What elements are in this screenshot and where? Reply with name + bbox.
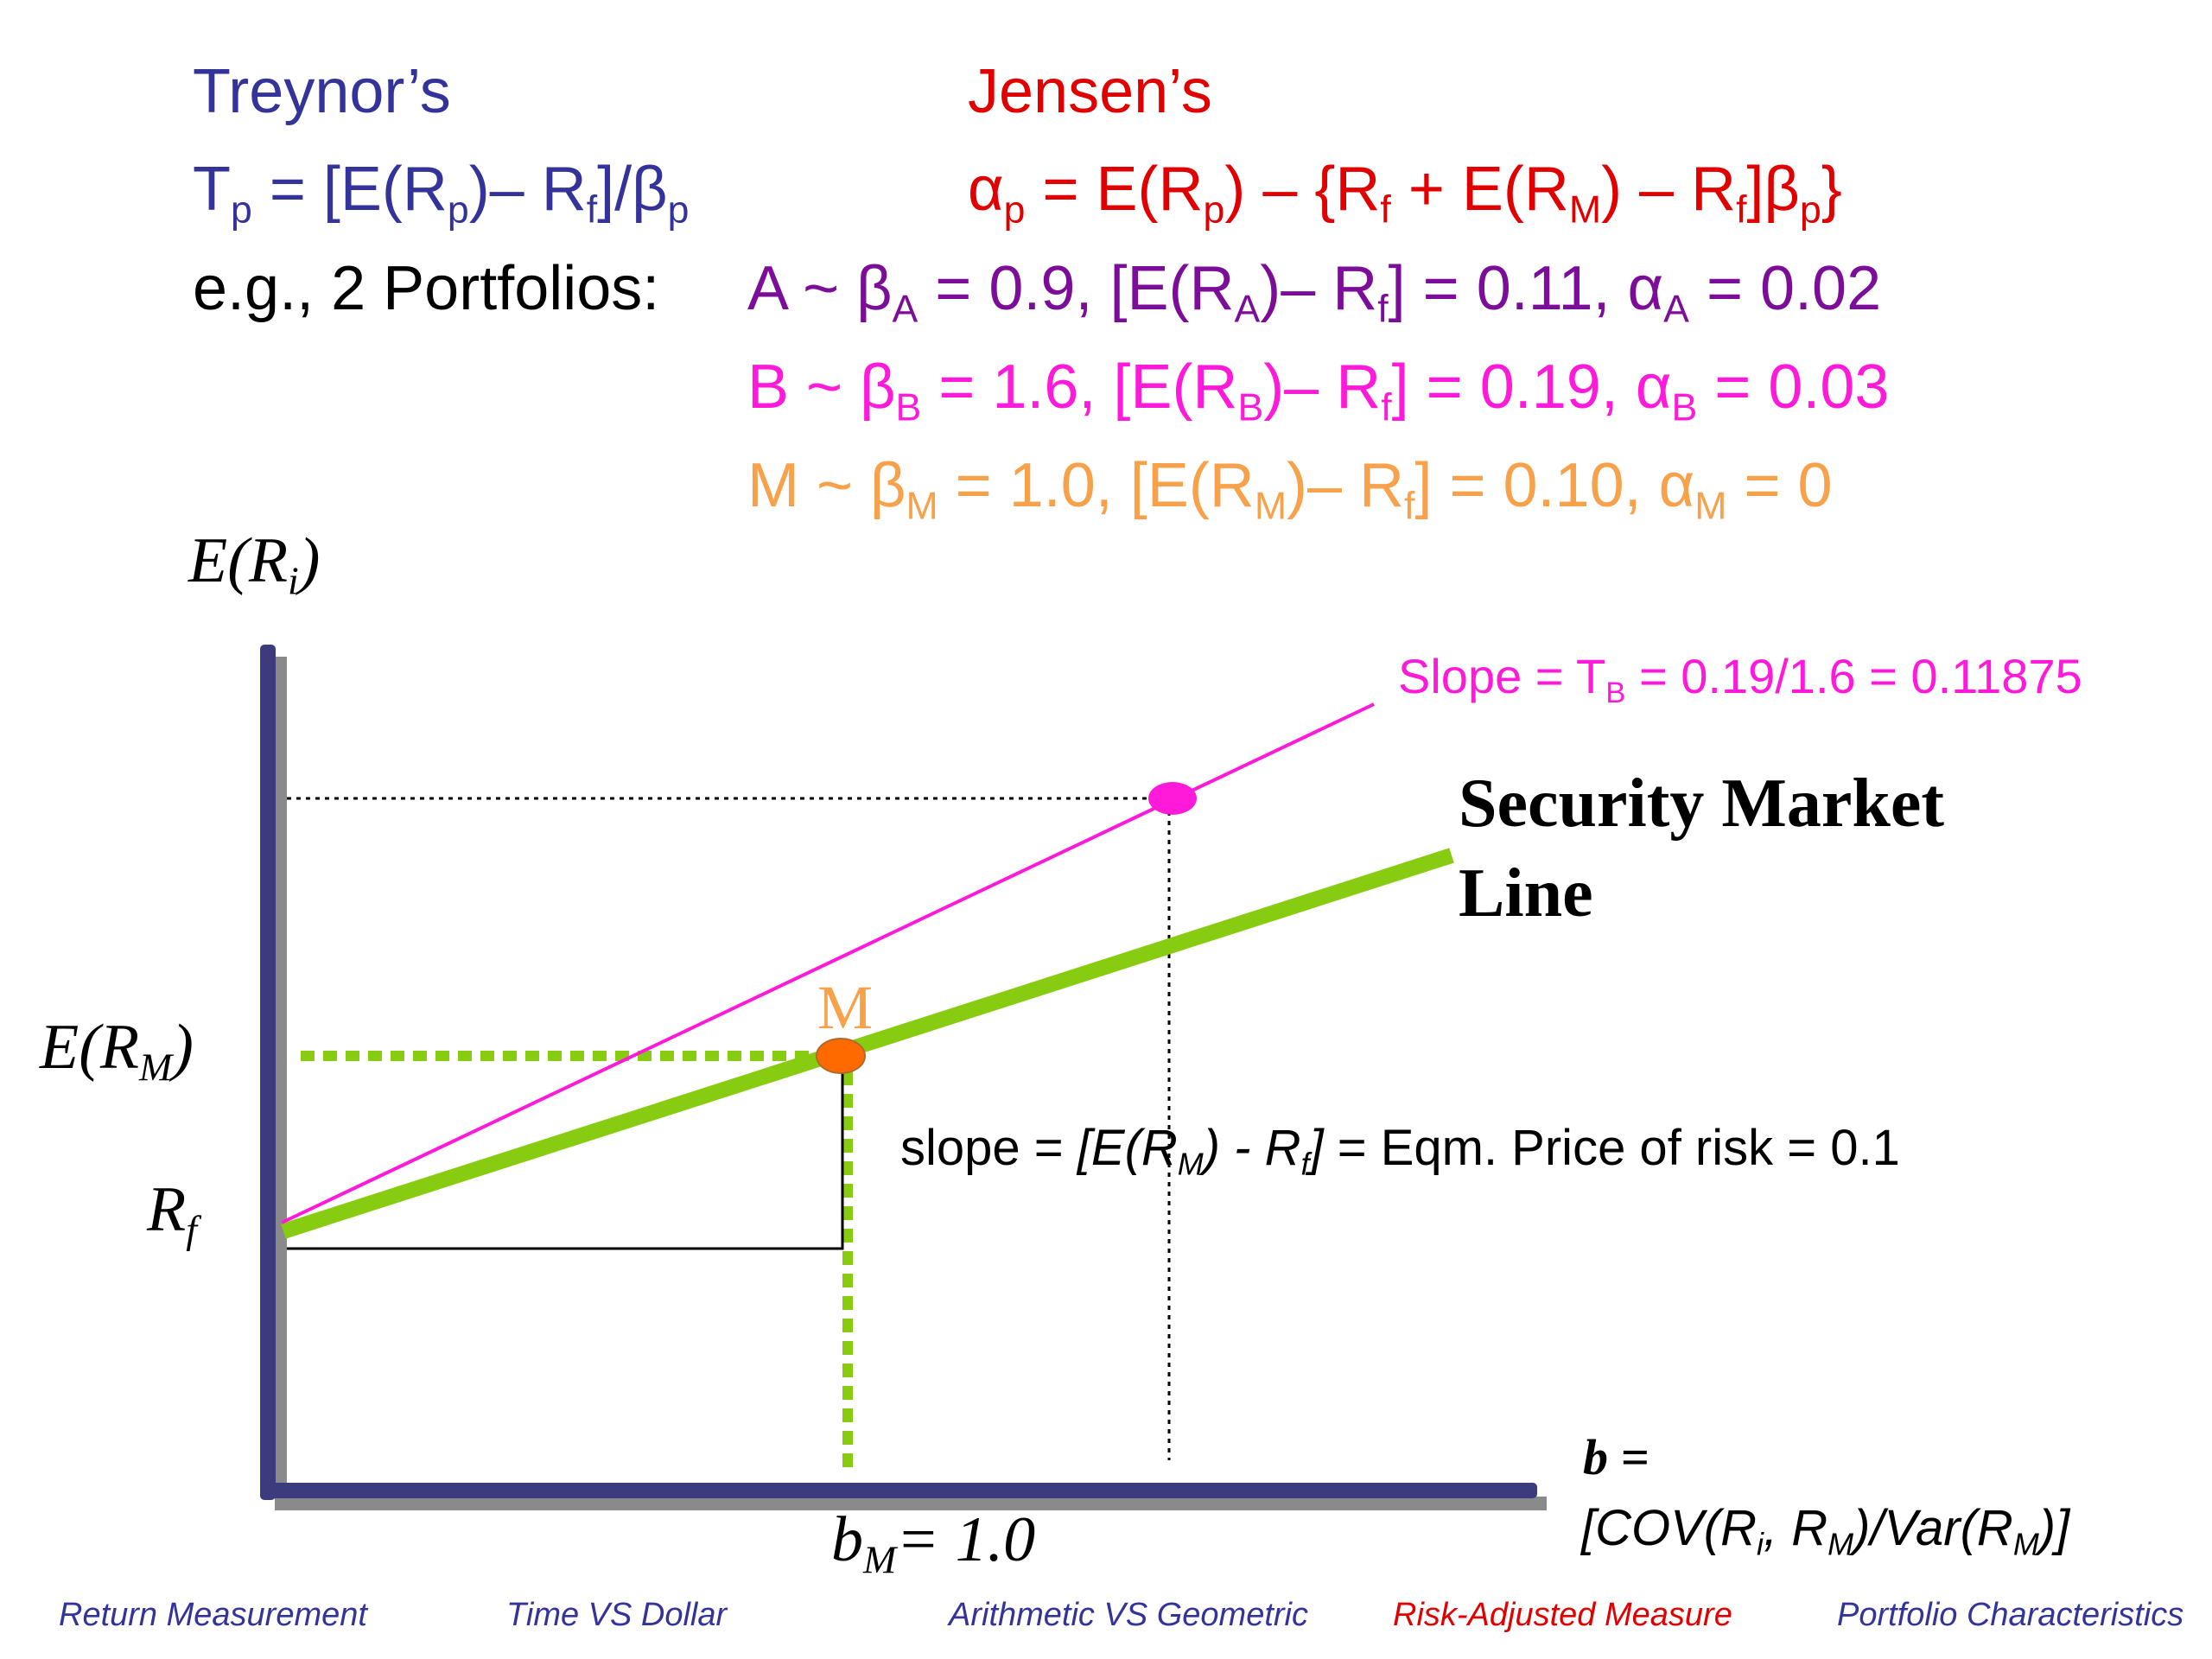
sml-label: Security Market Line bbox=[1459, 759, 1944, 938]
portfolio-m-line: M ~ βM = 1.0, [E(RM)– Rf] = 0.10, αM = 0 bbox=[747, 451, 1833, 528]
treynor-formula: Tp = [E(Rp)– Rf]/βp bbox=[193, 155, 690, 232]
sml-label-line2: Line bbox=[1459, 855, 1593, 931]
nav-return-measurement[interactable]: Return Measurement bbox=[59, 1597, 367, 1633]
portfolio-b-point bbox=[1148, 782, 1197, 815]
erm-label: E(RM) bbox=[40, 1012, 194, 1090]
y-axis-label: E(Ri) bbox=[188, 525, 321, 603]
treynor-title: Treynor’s bbox=[193, 57, 451, 126]
y-axis-shadow bbox=[275, 657, 287, 1510]
market-point-label: M bbox=[817, 973, 874, 1042]
slope-m-label: slope = [E(RM) - Rf] = Eqm. Price of ris… bbox=[900, 1120, 1900, 1182]
sml-label-line1: Security Market bbox=[1459, 766, 1945, 842]
x-axis bbox=[260, 1483, 1537, 1498]
x-axis-label-line2: [COV(Ri, RM)/Var(RM)] bbox=[1581, 1500, 2070, 1562]
jensen-formula: αp = E(Rp) – {Rf + E(RM) – Rf]βp} bbox=[968, 155, 1842, 232]
market-point bbox=[816, 1038, 866, 1074]
slope-triangle bbox=[287, 1065, 844, 1250]
bm-label: bM= 1.0 bbox=[831, 1504, 1036, 1582]
portfolio-a-line: A ~ βA = 0.9, [E(RA)– Rf] = 0.11, αA = 0… bbox=[747, 254, 1882, 331]
nav-portfolio-characteristics[interactable]: Portfolio Characteristics bbox=[1837, 1597, 2184, 1633]
portfolio-b-line: B ~ βB = 1.6, [E(RB)– Rf] = 0.19, αB = 0… bbox=[747, 353, 1890, 429]
x-axis-shadow bbox=[275, 1497, 1547, 1510]
rf-label: Rf bbox=[147, 1174, 197, 1252]
jensen-title: Jensen’s bbox=[968, 57, 1212, 126]
security-market-line bbox=[281, 848, 1454, 1239]
nav-risk-adjusted-measure[interactable]: Risk-Adjusted Measure bbox=[1393, 1597, 1732, 1633]
nav-arithmetic-vs-geometric[interactable]: Arithmetic VS Geometric bbox=[949, 1597, 1308, 1633]
example-label: e.g., 2 Portfolios: bbox=[193, 254, 660, 323]
nav-time-vs-dollar[interactable]: Time VS Dollar bbox=[506, 1597, 728, 1633]
y-axis bbox=[260, 645, 276, 1500]
x-axis-label-line1: b = bbox=[1583, 1429, 1649, 1485]
slope-b-label: Slope = TB = 0.19/1.6 = 0.11875 bbox=[1398, 649, 2082, 710]
